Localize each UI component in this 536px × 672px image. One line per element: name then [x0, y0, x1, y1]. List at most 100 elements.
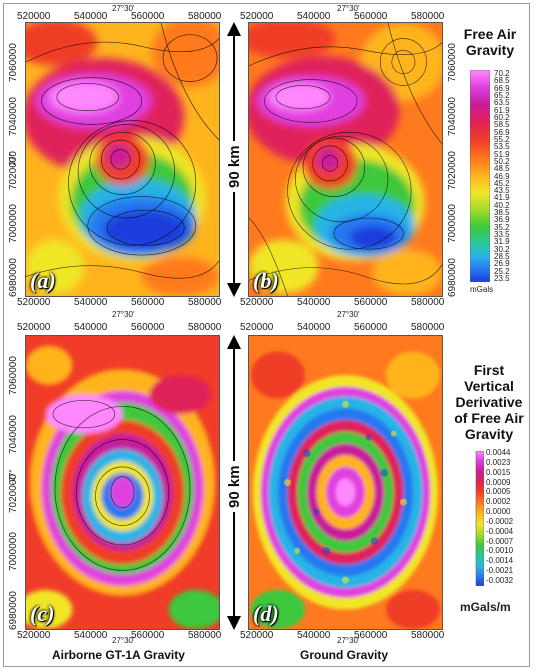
colorbar-value-label: 58.5 [494, 120, 510, 130]
legend-title-fvd-line-5: Gravity [464, 426, 514, 442]
x-tick-label: 520000 [240, 297, 274, 308]
y-tick-label: 6980000 [8, 258, 19, 297]
colorbar-value-label: 31.9 [494, 237, 510, 247]
y-tick-label: 7040000 [447, 96, 458, 136]
x-tick-label: 560000 [354, 630, 388, 641]
colorbar-value-label: 0.0009 [486, 477, 511, 487]
x-tick-label: 520000 [17, 11, 51, 22]
longitude-label-top-b: 27°30' [337, 4, 360, 13]
colorbar-value-label: -0.0021 [486, 566, 514, 576]
colorbar-value-label: 40.2 [494, 200, 510, 210]
x-tick-label: 540000 [74, 11, 108, 22]
y-tick-label: 7000000 [8, 204, 19, 244]
longitude-label-mid-a: 27°30' [112, 310, 135, 319]
colorbar-value-label: -0.0032 [486, 576, 514, 585]
x-tick-label: 560000 [354, 297, 388, 308]
colorbar-fag [470, 70, 490, 282]
colorbar-value-label: 60.2 [494, 112, 510, 122]
x-tick-label: 540000 [74, 297, 108, 308]
x-tick-label: 540000 [74, 630, 108, 641]
colorbar-value-label: 0.0005 [486, 487, 511, 497]
y-tick-label: 7020000 [8, 150, 19, 190]
x-tick-label: 540000 [297, 322, 331, 333]
colorbar-value-label: 45.2 [494, 178, 510, 188]
longitude-label-bottom-b: 27°30' [337, 636, 360, 645]
colorbar-value-label: 30.2 [494, 244, 510, 254]
x-tick-label: 580000 [188, 297, 222, 308]
legend-title-fag-line-1: Free Air [463, 26, 517, 42]
colorbar-value-label: 0.0015 [486, 467, 511, 477]
colorbar-value-label: 50.2 [494, 156, 510, 166]
colorbar-value-label: 0.0023 [486, 457, 511, 467]
colorbar-value-label: -0.0004 [486, 526, 514, 536]
x-tick-label: 580000 [188, 322, 222, 333]
x-tick-label: 580000 [411, 11, 445, 22]
legend-title-fvd-line-4: of Free Air [454, 410, 524, 426]
panel-letter-a: (a) [30, 268, 56, 293]
y-tick-label: 7000000 [447, 204, 458, 244]
colorbar-value-label: 56.9 [494, 127, 510, 137]
colorbar-value-label: 0.0000 [486, 507, 511, 517]
y-tick-label: 7040000 [8, 96, 19, 136]
x-tick-label: 560000 [354, 322, 388, 333]
x-tick-label: 580000 [411, 630, 445, 641]
x-tick-label: 560000 [131, 297, 165, 308]
x-tick-label: 560000 [131, 11, 165, 22]
colorbar-value-label: 23.5 [494, 274, 510, 283]
longitude-label-top-a: 27°30' [112, 4, 135, 13]
colorbar-value-label: -0.0010 [486, 546, 514, 556]
colorbar-value-label: 48.5 [494, 164, 510, 174]
y-tick-label: 7060000 [8, 43, 19, 82]
colorbar-value-label: 53.5 [494, 142, 510, 152]
gravity-map-b [249, 23, 442, 296]
map-panel-b: (b) [248, 22, 443, 297]
x-tick-label: 540000 [74, 322, 108, 333]
x-tick-label: 520000 [17, 297, 51, 308]
x-tick-label: 540000 [297, 297, 331, 308]
scale-label-top: 90 km [226, 141, 243, 192]
colorbar-value-label: 61.9 [494, 105, 510, 115]
colorbar-value-label: 55.2 [494, 134, 510, 144]
colorbar-value-label: 25.2 [494, 266, 510, 276]
legend-title-fvd-line-2: Vertical [464, 378, 514, 394]
colorbar-value-label: 35.2 [494, 222, 510, 232]
y-tick-label: 6980000 [8, 591, 19, 630]
legend-title-fvd-line-1: First [473, 362, 505, 378]
x-tick-label: 560000 [131, 630, 165, 641]
x-tick-label: 520000 [17, 322, 51, 333]
colorbar-value-label: 26.9 [494, 259, 510, 269]
y-tick-label: 7040000 [8, 414, 19, 454]
x-tick-label: 540000 [297, 11, 331, 22]
colorbar-value-label: 68.5 [494, 76, 510, 86]
vertical-derivative-map-c [26, 336, 219, 629]
y-tick-label: 7020000 [447, 150, 458, 190]
x-tick-label: 580000 [411, 322, 445, 333]
x-tick-label: 580000 [188, 630, 222, 641]
x-tick-label: 540000 [297, 630, 331, 641]
x-tick-label: 580000 [411, 297, 445, 308]
colorbar-value-label: 66.9 [494, 83, 510, 93]
colorbar-value-label: 38.5 [494, 208, 510, 218]
legend-title-fag: Free Air Gravity [450, 26, 530, 58]
y-tick-label: 7000000 [8, 532, 19, 572]
colorbar-value-label: -0.0007 [486, 536, 514, 546]
colorbar-value-label: 0.0002 [486, 497, 511, 507]
panel-letter-b: (b) [253, 268, 279, 293]
colorbar-value-label: 65.2 [494, 90, 510, 100]
colorbar-value-label: 33.5 [494, 230, 510, 240]
gravity-map-a [26, 23, 219, 296]
colorbar-fvd-unit: mGals/m [460, 600, 511, 614]
colorbar-value-label: 43.5 [494, 186, 510, 196]
colorbar-value-label: 41.9 [494, 193, 510, 203]
colorbar-value-label: 36.9 [494, 215, 510, 225]
colorbar-value-label: -0.0002 [486, 516, 514, 526]
y-tick-label: 6980000 [447, 258, 458, 297]
x-tick-label: 560000 [131, 322, 165, 333]
legend-title-fvd-line-3: Derivative [455, 394, 523, 410]
panel-title-airborne: Airborne GT-1A Gravity [52, 648, 185, 662]
map-panel-d: (d) [248, 335, 443, 630]
x-tick-label: 520000 [240, 630, 274, 641]
colorbar-value-label: -0.0014 [486, 556, 514, 566]
x-tick-label: 560000 [354, 11, 388, 22]
colorbar-value-label: 0.0044 [486, 448, 511, 457]
